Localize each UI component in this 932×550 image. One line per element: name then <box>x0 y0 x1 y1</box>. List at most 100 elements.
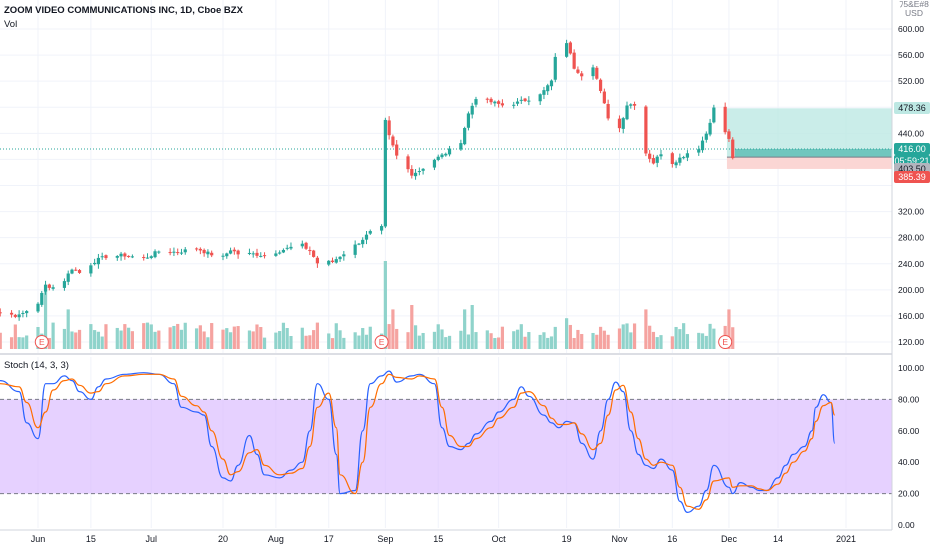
volume-bar <box>17 337 21 349</box>
volume-bar <box>500 326 505 349</box>
volume-bar <box>210 323 214 349</box>
candle-body <box>459 143 463 150</box>
volume-bar <box>130 331 134 349</box>
candle-body <box>210 252 214 256</box>
candle-body <box>25 311 29 314</box>
volume-bar <box>172 325 176 349</box>
volume-bar <box>308 335 312 349</box>
candle-body <box>500 103 505 106</box>
volume-bar <box>682 323 686 349</box>
candle-body <box>149 256 153 258</box>
volume-bar <box>727 309 731 349</box>
candle-body <box>142 257 146 259</box>
volume-bar <box>644 309 648 349</box>
candle-body <box>549 80 554 87</box>
volume-bar <box>153 331 157 349</box>
candle-body <box>308 250 312 252</box>
volume-bar <box>259 327 263 349</box>
volume-bar <box>674 326 678 349</box>
candle-body <box>17 314 21 318</box>
time-tick-label: 19 <box>562 534 572 544</box>
volume-bar <box>232 326 236 349</box>
volume-bar <box>9 337 14 349</box>
currency-code: USD <box>905 8 923 18</box>
candle-body <box>447 148 452 155</box>
chart-title: ZOOM VIDEO COMMUNICATIONS INC, 1D, Cboe … <box>4 5 243 16</box>
volume-bar <box>383 261 387 349</box>
candle-body <box>697 149 701 153</box>
volume-bar <box>678 329 682 349</box>
volume-bar <box>712 328 716 349</box>
volume-bar <box>251 331 255 349</box>
candle-body <box>157 251 161 253</box>
candle-body <box>421 168 425 171</box>
candle-body <box>330 260 335 262</box>
price-tick-label: 160.00 <box>898 311 924 321</box>
candle-body <box>731 139 735 159</box>
volume-bar <box>315 322 320 349</box>
candle-body <box>617 118 622 129</box>
stoch-tick-label: 40.00 <box>898 457 920 467</box>
candle-body <box>202 249 206 254</box>
time-tick-label: Jun <box>31 534 46 544</box>
volume-bar <box>361 328 365 349</box>
candle-body <box>466 113 471 128</box>
candle-body <box>300 243 304 247</box>
volume-bar <box>519 324 523 349</box>
candle-body <box>123 253 127 257</box>
volume-bar <box>489 333 493 349</box>
volume-bar <box>591 332 595 349</box>
volume-bar <box>621 324 625 349</box>
candle-body <box>119 253 123 257</box>
volume-bar <box>436 324 440 349</box>
candle-body <box>251 253 255 255</box>
candle-body <box>0 312 2 314</box>
candle-body <box>66 273 70 282</box>
volume-bar <box>70 331 74 349</box>
candle-body <box>353 244 357 255</box>
volume-bar <box>410 305 414 349</box>
volume-bar <box>572 337 576 349</box>
volume-bar <box>142 323 146 349</box>
candle-body <box>379 226 384 231</box>
volume-bar <box>655 337 659 349</box>
price-tick-label: 200.00 <box>898 285 924 295</box>
candle-body <box>232 249 236 252</box>
volume-bar <box>421 332 425 349</box>
candle-body <box>572 52 576 69</box>
candle-body <box>206 251 210 255</box>
volume-bar <box>387 324 391 349</box>
candle-body <box>115 256 119 258</box>
volume-bar <box>697 332 701 349</box>
volume-bar <box>225 328 229 349</box>
candle-body <box>9 312 14 315</box>
volume-label: Vol <box>4 19 18 30</box>
volume-bar <box>104 324 108 349</box>
candle-body <box>470 105 474 115</box>
candle-body <box>221 255 225 257</box>
volume-bar <box>278 331 282 349</box>
candle-body <box>391 136 395 146</box>
volume-bar <box>300 327 304 349</box>
candle-body <box>413 172 418 177</box>
stoch-tick-label: 20.00 <box>898 489 920 499</box>
candle-body <box>183 249 187 253</box>
volume-bar <box>330 338 335 349</box>
volume-bar <box>731 327 735 349</box>
volume-bar <box>606 334 610 349</box>
volume-bar <box>281 322 286 349</box>
loss-zone <box>726 157 892 169</box>
stoch-tick-label: 100.00 <box>898 363 924 373</box>
earnings-marker <box>34 335 49 349</box>
candle-body <box>523 98 527 101</box>
volume-bar <box>304 335 308 349</box>
candle-body <box>655 156 659 163</box>
candle-body <box>289 246 293 249</box>
candle-body <box>489 98 493 103</box>
target-price-tag: 478.36 <box>894 102 930 115</box>
volume-bar <box>515 329 520 349</box>
volume-bar <box>598 326 603 349</box>
volume-bar <box>312 330 316 349</box>
candle-body <box>262 255 267 257</box>
